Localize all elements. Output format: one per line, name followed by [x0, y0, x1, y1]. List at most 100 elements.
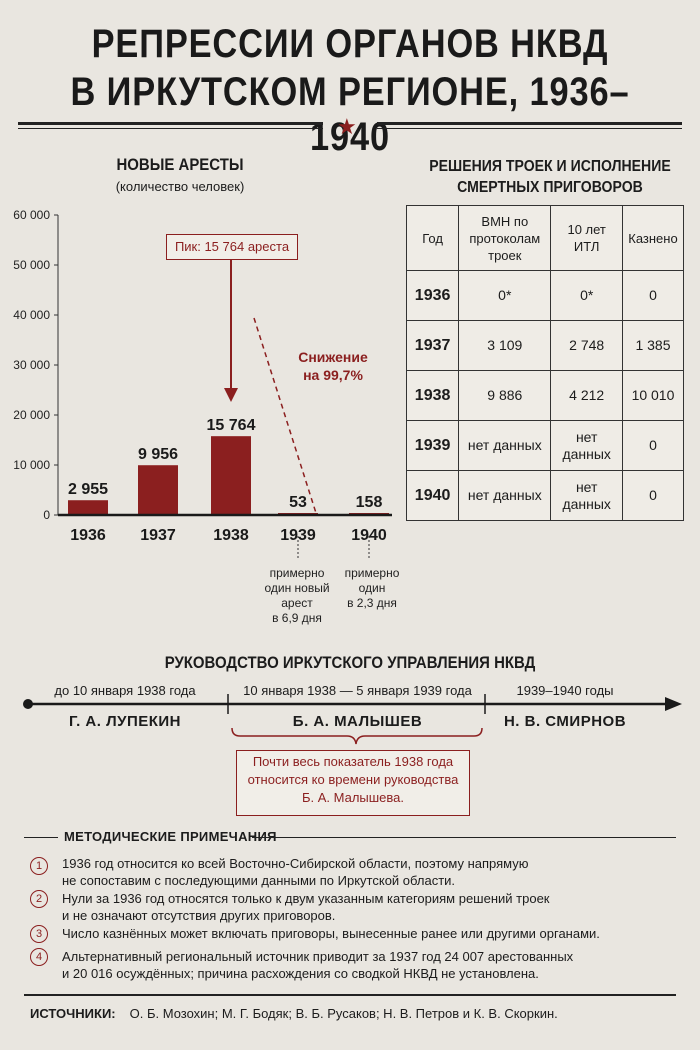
period-1-dates: до 10 января 1938 года	[54, 683, 196, 698]
note-1940-line: один	[358, 581, 386, 595]
table-cell-year: 1940	[405, 470, 460, 521]
malyshev-brace	[231, 727, 483, 745]
x-tick-label: 1936	[70, 527, 106, 544]
table-cell: 0	[621, 470, 685, 521]
note-item-line: Альтернативный региональный источник при…	[62, 949, 574, 964]
note-item-line: Число казнённых может включать приговоры…	[62, 926, 600, 941]
title-rule-right	[377, 122, 682, 125]
malyshev-callout-line: относится ко времени руководства	[247, 772, 459, 787]
bar-value-label: 9 956	[138, 446, 178, 463]
timeline	[23, 694, 682, 745]
notes-rule-right	[252, 837, 676, 838]
x-axis: 1936 1937 1938 1939 1940	[58, 513, 392, 560]
title-rule-left-thin	[18, 128, 323, 129]
x-tick-label: 1939	[280, 527, 316, 544]
note-1939-line: примерно	[269, 566, 325, 580]
period-2-dates: 10 января 1938 — 5 января 1939 года	[243, 683, 472, 698]
arrests-bar-chart: 0 10 000 20 000 30 000 40 000 50 000 60 000 2 …	[13, 208, 392, 560]
table-cell: нет данных	[458, 470, 552, 521]
decline-annotation-line-1: Снижение	[298, 349, 368, 365]
period-3-name: Н. В. СМИРНОВ	[503, 713, 627, 730]
timeline-arrowhead	[665, 697, 682, 711]
star-icon: ★	[337, 114, 357, 139]
y-tick-label: 20 000	[13, 408, 50, 422]
table-cell-year: 1938	[405, 370, 460, 421]
y-tick-label: 0	[43, 508, 50, 522]
table-cell: 10 010	[621, 370, 685, 421]
note-1940-line: примерно	[344, 566, 400, 580]
table-row: 1940 нет данных нет данных 0	[405, 470, 685, 521]
table-row: 1939 нет данных нет данных 0	[405, 420, 685, 471]
table-cell: 2 748	[550, 320, 623, 371]
note-1939-line: в 6,9 дня	[272, 611, 322, 625]
period-1-name: Г. А. ЛУПЕКИН	[68, 713, 182, 730]
note-1940-line: в 2,3 дня	[347, 596, 397, 610]
table-row: 1937 3 109 2 748 1 385	[405, 320, 685, 371]
bar-value-label: 53	[289, 494, 307, 511]
period-2-name: Б. А. МАЛЫШЕВ	[292, 713, 423, 730]
bar-value-label: 2 955	[68, 481, 108, 498]
malyshev-callout-line: Почти весь показатель 1938 года	[252, 754, 454, 769]
bar	[138, 465, 178, 515]
column-header: 10 лет ИТЛ	[550, 205, 623, 271]
notes-heading: МЕТОДИЧЕСКИЕ ПРИМЕЧАНИЯ	[64, 829, 277, 844]
decline-annotation-line-2: на 99,7%	[303, 367, 363, 383]
note-item-line: не сопоставим с последующими данными по …	[62, 873, 456, 888]
y-tick-label: 60 000	[13, 208, 50, 222]
y-tick-label: 50 000	[13, 258, 50, 272]
note-number-icon: 3	[30, 925, 48, 943]
table-cell: 4 212	[550, 370, 623, 421]
table-cell-year: 1937	[405, 320, 460, 371]
table-heading-line-1: РЕШЕНИЯ ТРОЕК И ИСПОЛНЕНИЕ	[429, 158, 671, 175]
table-cell: нет данных	[458, 420, 552, 471]
table-header-row: Год ВМН по протоколам троек 10 лет ИТЛ К…	[405, 205, 685, 271]
note-item: Число казнённых может включать приговоры…	[62, 925, 662, 942]
table-cell-year: 1939	[405, 420, 460, 471]
column-header: Год	[405, 205, 460, 271]
decline-dashed-line	[253, 317, 317, 514]
table-cell: 0	[621, 420, 685, 471]
table-cell: 3 109	[458, 320, 552, 371]
note-1939-line: арест	[281, 596, 313, 610]
note-1940: примерно один в 2,3 дня	[337, 566, 407, 611]
column-header: Казнено	[621, 205, 685, 271]
y-tick-label: 40 000	[13, 308, 50, 322]
y-axis: 0 10 000 20 000 30 000 40 000 50 000 60 000	[13, 208, 59, 522]
table-cell: 0*	[458, 270, 552, 321]
note-number-icon: 2	[30, 890, 48, 908]
table-cell: 1 385	[621, 320, 685, 371]
sources-text: О. Б. Мозохин; М. Г. Бодяк; В. Б. Русако…	[129, 1006, 558, 1021]
table-cell: нет данных	[550, 420, 623, 471]
note-item-line: и не означают отсутствия других приговор…	[62, 908, 336, 923]
bar	[68, 500, 108, 515]
title-rule-right-thin	[377, 128, 682, 129]
sources: ИСТОЧНИКИ: О. Б. Мозохин; М. Г. Бодяк; В.…	[30, 1006, 558, 1021]
note-item-line: 1936 год относится ко всей Восточно-Сиби…	[62, 856, 529, 871]
x-tick-label: 1937	[140, 527, 176, 544]
table-row: 1938 9 886 4 212 10 010	[405, 370, 685, 421]
malyshev-callout-line: Б. А. Малышева.	[301, 790, 405, 805]
table-cell: 0*	[550, 270, 623, 321]
table-heading-line-2: СМЕРТНЫХ ПРИГОВОРОВ	[457, 179, 643, 196]
note-item-line: Нули за 1936 год относятся только к двум…	[62, 891, 550, 906]
table-cell: 9 886	[458, 370, 552, 421]
decline-annotation: Снижение на 99,7%	[283, 348, 383, 384]
note-item: Альтернативный региональный источник при…	[62, 948, 662, 982]
table-cell: 0	[621, 270, 685, 321]
notes-rule-left	[24, 837, 58, 838]
note-1939-line: один новый	[264, 581, 330, 595]
table-row: 1936 0* 0* 0	[405, 270, 685, 321]
leadership-heading: РУКОВОДСТВО ИРКУТСКОГО УПРАВЛЕНИЯ НКВД	[164, 653, 536, 672]
page-title-line-2: В ИРКУТСКОМ РЕГИОНЕ, 1936–1940	[70, 70, 630, 159]
note-number-icon: 4	[30, 948, 48, 966]
peak-arrow-head	[224, 388, 238, 402]
title-rule-left	[18, 122, 323, 125]
note-item: 1936 год относится ко всей Восточно-Сиби…	[62, 855, 662, 889]
y-tick-label: 30 000	[13, 358, 50, 372]
timeline-start-dot	[23, 699, 33, 709]
sources-rule	[24, 994, 676, 996]
x-tick-label: 1938	[213, 527, 249, 544]
bar	[211, 436, 251, 515]
note-number-icon: 1	[30, 857, 48, 875]
arrests-subheading: (количество человек)	[115, 179, 245, 194]
